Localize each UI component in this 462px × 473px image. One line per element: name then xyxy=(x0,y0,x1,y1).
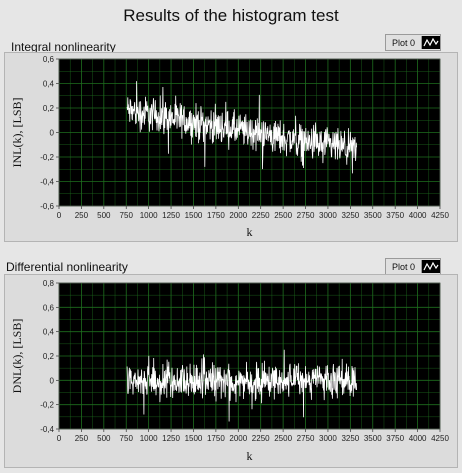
y-tick-label: 0,6 xyxy=(43,55,55,64)
x-axis-label: k xyxy=(247,225,253,239)
inl-plot-frame: 0 250 500 750 1000 1250 1500 1750 2000 2250 2500 27… xyxy=(4,52,458,242)
series-line xyxy=(126,349,357,422)
dnl-chart: 0 250 500 750 1000 1250 1500 1750 2000 2250 2500 27… xyxy=(10,279,449,463)
x-tick-label: 2500 xyxy=(274,434,292,443)
x-tick-label: 2000 xyxy=(229,434,247,443)
y-axis-label: INL(k), [LSB] xyxy=(10,98,24,168)
x-tick-label: 0 xyxy=(57,434,62,443)
x-tick-label: 1500 xyxy=(185,434,203,443)
y-tick-label: 0,4 xyxy=(43,328,55,337)
dnl-plot-frame: 0 250 500 750 1000 1250 1500 1750 2000 2250 2500 27… xyxy=(4,274,458,468)
x-tick-label: 250 xyxy=(75,434,89,443)
x-tick-label: 4000 xyxy=(409,434,427,443)
x-tick-label: 3250 xyxy=(341,211,359,220)
inl-legend[interactable]: Plot 0 xyxy=(385,34,442,51)
x-tick-label: 1250 xyxy=(162,434,180,443)
x-tick-label: 1000 xyxy=(140,211,158,220)
x-tick-label: 2750 xyxy=(297,211,315,220)
x-axis-label: k xyxy=(247,449,253,463)
x-tick-label: 1250 xyxy=(162,211,180,220)
x-tick-label: 2500 xyxy=(274,211,292,220)
plot-border xyxy=(58,282,441,430)
y-tick-label: -0,6 xyxy=(40,202,54,211)
line-plot-icon[interactable] xyxy=(421,260,441,273)
series-line xyxy=(126,81,357,174)
x-tick-label: 2000 xyxy=(229,211,247,220)
x-tick-label: 3500 xyxy=(364,211,382,220)
y-tick-label: 0,6 xyxy=(43,303,55,312)
x-tick-label: 1500 xyxy=(185,211,203,220)
y-tick-label: 0 xyxy=(50,129,55,138)
x-tick-label: 3500 xyxy=(364,434,382,443)
plot-border xyxy=(58,58,441,207)
y-tick-label: 0,8 xyxy=(43,279,55,288)
inl-chart: 0 250 500 750 1000 1250 1500 1750 2000 2250 2500 27… xyxy=(10,55,449,239)
inl-panel-title: Integral nonlinearity xyxy=(11,40,116,54)
x-tick-label: 0 xyxy=(57,211,62,220)
y-tick-label: 0,2 xyxy=(43,352,55,361)
y-tick-label: 0 xyxy=(50,376,55,385)
y-axis-label: DNL(k), [LSB] xyxy=(10,319,24,394)
y-tick-label: -0,2 xyxy=(40,401,54,410)
x-tick-label: 750 xyxy=(120,434,134,443)
x-tick-label: 1000 xyxy=(140,434,158,443)
x-tick-label: 750 xyxy=(120,211,134,220)
x-tick-label: 1750 xyxy=(207,211,225,220)
y-tick-label: 0,2 xyxy=(43,104,55,113)
x-tick-label: 250 xyxy=(75,211,89,220)
y-tick-label: -0,4 xyxy=(40,178,54,187)
x-tick-label: 500 xyxy=(97,211,111,220)
x-tick-label: 3000 xyxy=(319,434,337,443)
x-tick-label: 3250 xyxy=(341,434,359,443)
dnl-legend-label: Plot 0 xyxy=(392,261,416,272)
x-tick-label: 2750 xyxy=(297,434,315,443)
dnl-panel-title: Differential nonlinearity xyxy=(6,260,128,274)
x-tick-label: 4000 xyxy=(409,211,427,220)
x-tick-label: 2250 xyxy=(252,434,270,443)
dnl-legend[interactable]: Plot 0 xyxy=(385,258,442,275)
inl-legend-label: Plot 0 xyxy=(392,37,416,48)
page-title: Results of the histogram test xyxy=(123,6,339,25)
x-tick-label: 1750 xyxy=(207,434,225,443)
y-tick-label: 0,4 xyxy=(43,80,55,89)
y-tick-label: -0,4 xyxy=(40,425,54,434)
x-tick-label: 3000 xyxy=(319,211,337,220)
x-tick-label: 3750 xyxy=(386,434,404,443)
x-tick-label: 4250 xyxy=(431,434,449,443)
line-plot-icon[interactable] xyxy=(421,36,441,49)
x-tick-label: 3750 xyxy=(386,211,404,220)
x-tick-label: 500 xyxy=(97,434,111,443)
x-tick-label: 2250 xyxy=(252,211,270,220)
x-tick-label: 4250 xyxy=(431,211,449,220)
y-tick-label: -0,2 xyxy=(40,153,54,162)
